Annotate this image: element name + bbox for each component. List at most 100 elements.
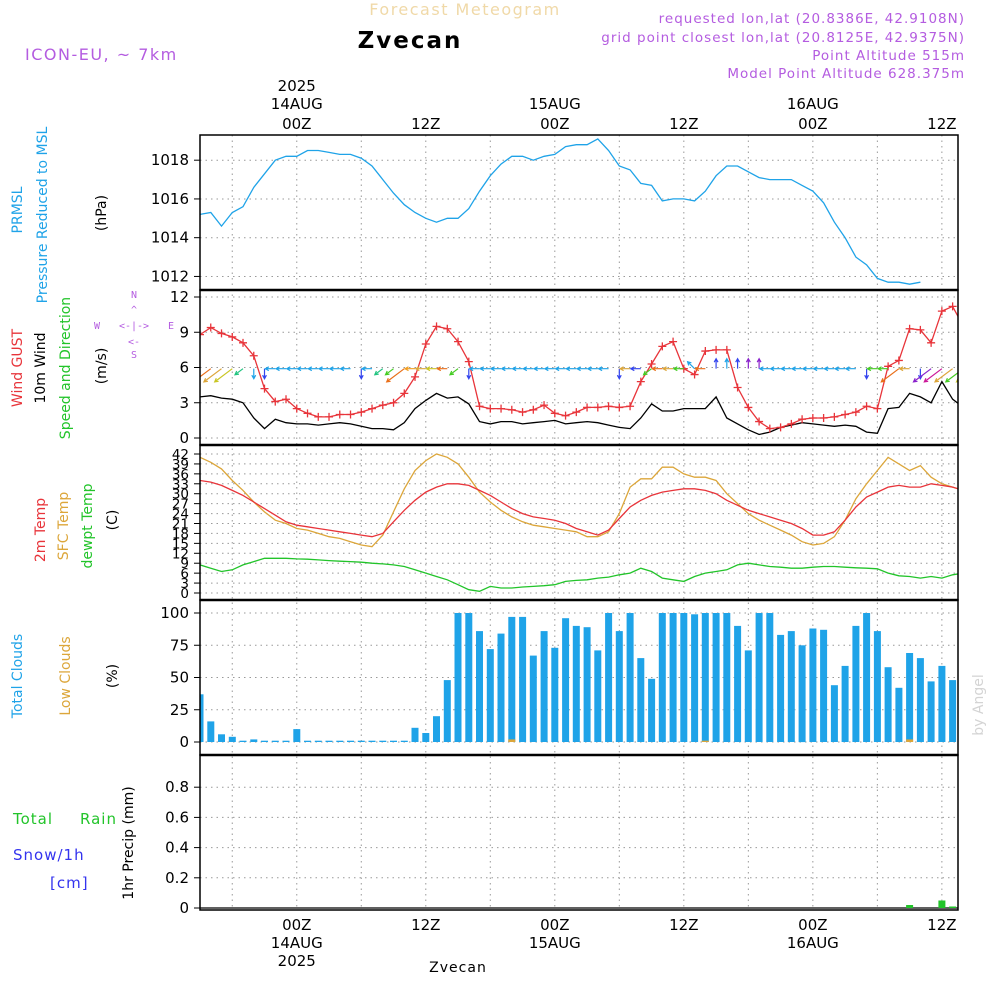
total-clouds-bar xyxy=(648,678,656,742)
wind-gust-point xyxy=(755,417,764,426)
wind-tick-label: 9 xyxy=(179,323,189,341)
wind-direction-arrow xyxy=(384,368,394,376)
wind-direction-arrow xyxy=(724,357,730,369)
wind-gust-point xyxy=(271,397,280,406)
total-clouds-bar xyxy=(680,613,688,742)
wind-speed-line xyxy=(200,380,958,436)
total-clouds-bar xyxy=(465,613,473,742)
wind-gust-point xyxy=(389,398,398,407)
wind-gust-point xyxy=(808,414,817,423)
top-time-label: 12Z xyxy=(669,115,698,133)
total-clouds-bar xyxy=(594,650,602,742)
wind-direction-arrow xyxy=(264,366,276,372)
total-clouds-bar xyxy=(572,625,580,742)
rain-total-label: Total xyxy=(12,810,53,828)
bottom-time-label: 12Z xyxy=(411,916,440,934)
wind-direction-arrow xyxy=(328,366,340,372)
wind-gust-point xyxy=(206,323,215,332)
wind-direction-arrow xyxy=(694,366,706,372)
clouds-tick-label: 50 xyxy=(170,669,189,687)
total-clouds-bar xyxy=(422,733,430,742)
low-clouds-bar xyxy=(906,739,914,742)
total-clouds-bar xyxy=(723,613,731,742)
low-clouds-bar xyxy=(508,739,516,742)
temp-tick-label: 24 xyxy=(172,507,189,523)
total-clouds-bar xyxy=(282,740,290,742)
wind-direction-arrow xyxy=(466,368,472,380)
wind-gust-point xyxy=(540,401,549,410)
total-clouds-bar xyxy=(658,613,666,742)
wind-gust-point xyxy=(701,347,710,356)
wind-gust-point xyxy=(690,370,699,379)
wind-gust-point xyxy=(561,411,570,420)
total-clouds-bar xyxy=(261,740,268,742)
total-clouds-bar xyxy=(200,694,204,742)
wind-gust-point xyxy=(550,409,559,418)
total-clouds-bar xyxy=(562,618,570,742)
wind-direction-arrow xyxy=(285,366,297,372)
wind-direction-arrow xyxy=(532,366,545,372)
total-clouds-bar xyxy=(895,687,903,742)
total-clouds-bar xyxy=(239,740,247,742)
total-clouds-bar xyxy=(637,658,645,742)
wind-gust-point xyxy=(937,307,946,316)
compass-s: S xyxy=(131,350,137,361)
wind-gust-point xyxy=(486,404,495,413)
wind-direction-arrow xyxy=(801,366,813,372)
top-time-label: 12Z xyxy=(927,115,956,133)
total-clouds-label: Total Clouds xyxy=(10,634,26,719)
pressure-tick-label: 1012 xyxy=(151,267,189,285)
wind-gust-label: Wind GUST xyxy=(10,328,26,407)
wind-gust-point xyxy=(260,384,269,393)
wind-gust-point xyxy=(368,404,377,413)
temp-tick-label: 6 xyxy=(180,566,189,582)
total-clouds-bar xyxy=(615,631,623,742)
total-clouds-bar xyxy=(540,631,548,742)
total-clouds-bar xyxy=(766,613,774,742)
total-clouds-bar xyxy=(347,740,354,742)
wind-gust-point xyxy=(282,395,291,404)
wind-gust-point xyxy=(744,403,753,412)
wind-gust-point xyxy=(970,355,978,363)
wind-direction-arrow xyxy=(317,366,330,372)
temp-sfc-label: SFC Temp xyxy=(56,492,72,561)
wind-gust-point xyxy=(518,408,527,417)
chart-title: Forecast Meteogram xyxy=(369,0,560,19)
precip-tick-label: 0 xyxy=(179,899,189,917)
total-clouds-bar xyxy=(949,680,957,742)
pressure-label-prmsl: PRMSL xyxy=(10,186,26,233)
precip-tick-label: 0.6 xyxy=(165,808,189,826)
total-clouds-bar xyxy=(820,629,828,742)
pressure-tick-label: 1016 xyxy=(151,190,189,208)
wind-gust-point xyxy=(765,424,774,433)
wind-direction-arrow xyxy=(661,366,674,372)
wind-direction-arrow xyxy=(898,366,910,372)
wind-direction-arrow xyxy=(756,357,762,369)
wind-direction-arrow xyxy=(864,368,870,380)
svg-text:<-: <- xyxy=(128,337,140,348)
wind-direction-arrow xyxy=(479,366,491,372)
wind-gust-point xyxy=(335,410,344,419)
temp-tick-label: 27 xyxy=(172,497,189,513)
requested-point: requested lon,lat (20.8386E, 42.9108N) xyxy=(659,11,965,27)
wind-gust-point xyxy=(615,403,624,412)
wind-gust-point xyxy=(497,404,506,413)
wind-gust-point xyxy=(776,423,785,432)
wind-direction-arrow xyxy=(448,368,459,376)
precip-tick-label: 0.8 xyxy=(165,778,189,796)
temp-tick-label: 18 xyxy=(172,526,189,542)
total-clouds-bar xyxy=(433,716,440,742)
temp-tick-label: 12 xyxy=(172,546,189,562)
total-clouds-bar xyxy=(325,740,333,742)
wind-direction-arrow xyxy=(468,366,480,372)
wind-gust-point xyxy=(916,325,925,334)
rain-bar xyxy=(938,900,946,908)
wind-gust-point xyxy=(432,322,441,331)
snow-unit-label: [cm] xyxy=(50,874,89,892)
bottom-time-label: 00Z xyxy=(540,916,569,934)
total-clouds-bar xyxy=(755,613,763,742)
total-clouds-bar xyxy=(271,740,279,742)
temp-tick-label: 33 xyxy=(172,477,189,493)
wind-speed-dir-label: Speed and Direction xyxy=(58,297,74,439)
